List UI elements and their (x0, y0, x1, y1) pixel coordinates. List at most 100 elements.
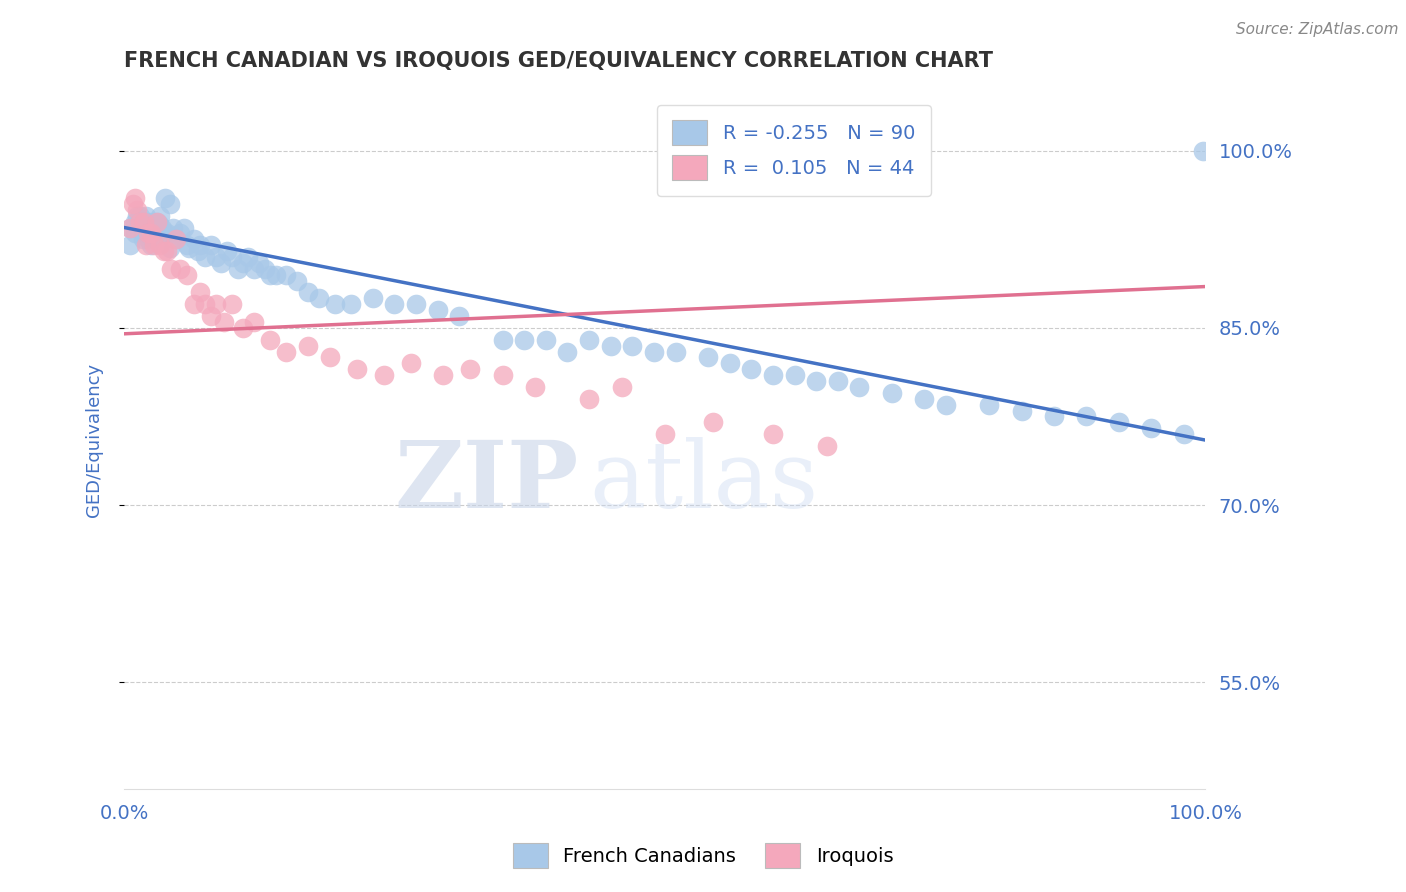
Point (297, 285, 319, 300)
Point (205, 250, 228, 264)
Point (205, 297, 228, 311)
Point (138, 214, 160, 228)
Point (132, 227, 155, 241)
Point (212, 315, 235, 329)
Point (405, 297, 427, 311)
Point (127, 209, 149, 223)
Point (513, 333, 536, 347)
Point (159, 241, 181, 255)
Point (183, 297, 205, 311)
Point (143, 238, 166, 252)
Point (1043, 409, 1066, 424)
Point (384, 297, 406, 311)
Point (1192, 144, 1215, 158)
Point (124, 214, 146, 228)
Point (221, 250, 243, 264)
Point (318, 351, 340, 365)
Point (194, 297, 217, 311)
Point (238, 250, 260, 264)
Point (141, 220, 163, 235)
Point (188, 238, 211, 252)
Point (155, 191, 177, 205)
Point (148, 217, 170, 231)
Point (664, 344, 686, 359)
Point (259, 333, 281, 347)
Point (534, 333, 557, 347)
Text: FRENCH CANADIAN VS IROQUOIS GED/EQUIVALENCY CORRELATION CHART: FRENCH CANADIAN VS IROQUOIS GED/EQUIVALE… (124, 51, 993, 70)
Point (1076, 409, 1098, 424)
Point (340, 297, 363, 311)
Point (935, 398, 957, 412)
Point (169, 261, 191, 276)
Point (145, 214, 167, 228)
Point (124, 227, 146, 241)
Point (124, 191, 146, 205)
Point (132, 214, 155, 228)
Point (135, 220, 157, 235)
Point (783, 368, 806, 383)
Point (848, 380, 870, 394)
Point (121, 197, 143, 211)
Point (247, 256, 270, 270)
Point (188, 285, 211, 300)
Point (232, 256, 254, 270)
Point (264, 268, 287, 282)
Point (150, 220, 173, 235)
Point (142, 214, 165, 228)
Point (165, 232, 187, 246)
Point (156, 227, 179, 241)
Point (136, 232, 159, 246)
Point (253, 261, 276, 276)
Point (1011, 403, 1033, 417)
Point (491, 368, 513, 383)
Point (643, 344, 665, 359)
Point (159, 261, 181, 276)
Point (162, 220, 184, 235)
Point (200, 309, 222, 323)
Point (187, 244, 209, 259)
Point (346, 362, 368, 376)
Point (145, 214, 167, 228)
Point (297, 338, 319, 352)
Point (141, 238, 163, 252)
Point (697, 351, 720, 365)
Point (373, 368, 395, 383)
Point (129, 209, 152, 223)
Point (276, 268, 298, 282)
Point (1173, 427, 1195, 442)
Point (131, 232, 153, 246)
Point (762, 368, 785, 383)
Point (118, 220, 141, 235)
Point (165, 232, 187, 246)
Point (323, 297, 346, 311)
Point (276, 344, 298, 359)
Text: atlas: atlas (589, 437, 818, 527)
Text: Source: ZipAtlas.com: Source: ZipAtlas.com (1236, 22, 1399, 37)
Point (557, 344, 579, 359)
Point (118, 220, 141, 235)
Y-axis label: GED/Equivalency: GED/Equivalency (86, 363, 103, 517)
Point (243, 315, 266, 329)
Point (815, 439, 838, 453)
Point (194, 250, 217, 264)
Point (173, 220, 195, 235)
Point (176, 268, 198, 282)
Point (221, 297, 243, 311)
Point (211, 256, 233, 270)
Point (200, 238, 222, 252)
Point (285, 274, 308, 288)
Point (610, 380, 633, 394)
Point (135, 209, 157, 223)
Point (226, 261, 249, 276)
Point (149, 209, 172, 223)
Legend: R = -0.255   N = 90, R =  0.105   N = 44: R = -0.255 N = 90, R = 0.105 N = 44 (657, 105, 931, 195)
Point (155, 227, 177, 241)
Point (177, 241, 200, 255)
Point (176, 238, 198, 252)
Point (578, 333, 600, 347)
Point (142, 232, 165, 246)
Point (215, 244, 238, 259)
Point (118, 238, 141, 252)
Point (578, 392, 600, 406)
Point (702, 416, 724, 430)
